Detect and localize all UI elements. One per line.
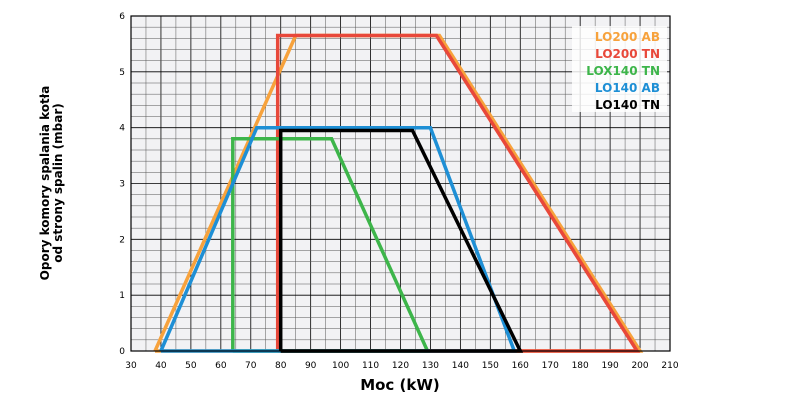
legend-entry: LO200 AB: [595, 30, 660, 44]
legend-entry: LO140 TN: [595, 98, 660, 112]
legend: LO200 AB LO200 TN LOX140 TN LO140 AB LO140 T…: [572, 26, 667, 112]
x-tick-label: 200: [631, 361, 648, 371]
legend-entry: LOX140 TN: [586, 64, 660, 78]
x-tick-label: 170: [542, 361, 559, 371]
x-tick-label: 190: [602, 361, 619, 371]
y-tick-label: 1: [119, 291, 125, 301]
x-tick-label: 130: [422, 361, 439, 371]
x-axis-title: Moc (kW): [360, 376, 440, 394]
x-tick-label: 120: [392, 361, 409, 371]
x-tick-label: 60: [215, 361, 227, 371]
legend-entry: LO140 AB: [595, 81, 660, 95]
plot-border: [130, 15, 671, 352]
x-tick-label: 110: [362, 361, 379, 371]
x-tick-label: 50: [185, 361, 197, 371]
y-tick-label: 6: [119, 12, 125, 22]
x-tick-label: 140: [452, 361, 469, 371]
x-tick-label: 80: [275, 361, 287, 371]
x-tick-label: 70: [245, 361, 257, 371]
x-tick-label: 160: [512, 361, 529, 371]
y-axis-title: Opory komory spalania kotła od strony sp…: [38, 86, 65, 281]
x-tick-label: 180: [572, 361, 589, 371]
x-tick-label: 90: [305, 361, 317, 371]
y-axis-title-line2: od strony spalin (mbar): [51, 103, 65, 262]
x-tick-label: 150: [482, 361, 499, 371]
y-tick-label: 0: [119, 347, 125, 357]
x-tick-label: 30: [125, 361, 137, 371]
x-tick-label: 100: [332, 361, 349, 371]
legend-background: [572, 26, 667, 112]
y-tick-label: 5: [119, 68, 125, 78]
y-tick-label: 3: [119, 180, 125, 190]
y-tick-label: 4: [119, 124, 125, 134]
x-tick-labels: 30 40 50 60 70 80 90 100 110 120 130 140 150 160 170 18…: [125, 361, 679, 371]
x-tick-label: 40: [155, 361, 167, 371]
x-tick-label: 210: [661, 361, 678, 371]
legend-entry: LO200 TN: [595, 47, 660, 61]
y-tick-labels: 0 1 2 3 4 5 6: [119, 12, 125, 357]
y-axis-title-line1: Opory komory spalania kotła: [38, 86, 52, 281]
y-tick-label: 2: [119, 235, 125, 245]
